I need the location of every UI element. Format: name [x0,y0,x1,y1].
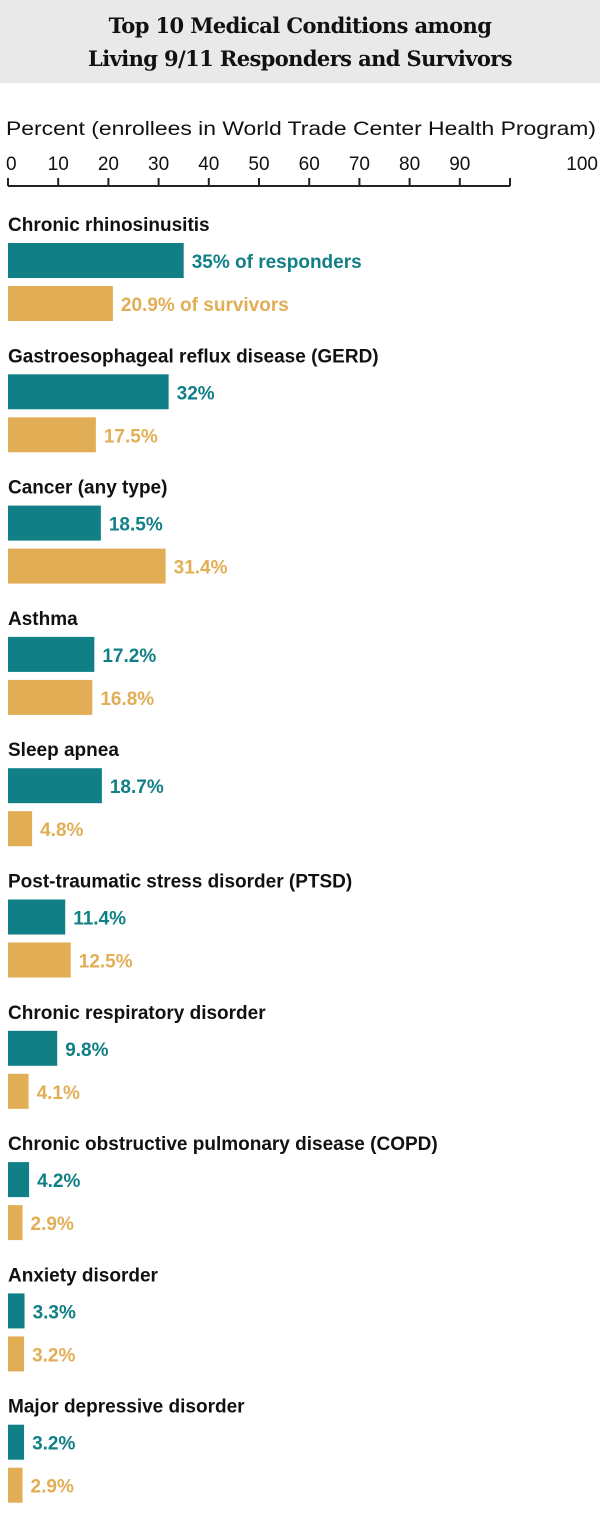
value-label-survivors: 3.2% [32,1345,75,1366]
bar-survivors [8,1205,23,1241]
bar-survivors [8,679,93,715]
bar-survivors [8,1467,23,1503]
value-label-survivors: 31.4% [174,558,228,579]
category-label: Chronic respiratory disorder [8,1003,266,1024]
category-label: Chronic obstructive pulmonary disease (C… [8,1134,438,1155]
value-label-responders: 18.5% [109,515,163,536]
bar-responders [8,1424,25,1460]
title-line-1: Top 10 Medical Conditions among [108,13,492,38]
value-label-responders: 3.3% [33,1302,76,1323]
value-label-survivors: 4.1% [37,1083,80,1104]
x-tick-label: 60 [299,154,320,175]
bar-responders [8,243,184,278]
bar-responders [8,1293,25,1329]
x-tick-label: 90 [449,154,470,175]
bar-responders [8,636,95,672]
value-label-responders: 35% of responders [192,252,362,273]
x-tick-label: 20 [98,154,119,175]
bar-responders [8,1030,58,1066]
category-label: Sleep apnea [8,740,119,761]
x-tick-label: 30 [148,154,169,175]
bar-survivors [8,942,71,978]
bar-survivors [8,286,113,321]
x-tick-label: 0 [6,154,17,175]
value-label-responders: 11.4% [73,909,126,930]
value-label-survivors: 4.8% [40,820,83,841]
category-label: Gastroesophageal reflux disease (GERD) [8,346,379,367]
x-tick-label: 50 [248,154,269,175]
bar-responders [8,768,102,804]
value-label-survivors: 2.9% [31,1477,74,1498]
x-tick-label: 70 [349,154,370,175]
category-label: Post-traumatic stress disorder (PTSD) [8,872,352,893]
value-label-survivors: 2.9% [31,1214,74,1235]
value-label-responders: 18.7% [110,777,164,798]
value-label-responders: 32% [177,383,215,404]
value-label-responders: 9.8% [65,1040,108,1061]
bar-responders [8,374,169,410]
category-label: Cancer (any type) [8,478,167,499]
bar-survivors [8,811,33,847]
chart-title: Top 10 Medical Conditions among Living 9… [0,0,600,83]
value-label-survivors: 16.8% [100,689,154,710]
bar-responders [8,505,101,541]
x-tick-label: 40 [198,154,219,175]
value-label-survivors: 12.5% [79,952,133,973]
bar-survivors [8,417,96,453]
value-label-responders: 4.2% [37,1171,80,1192]
title-line-2: Living 9/11 Responders and Survivors [88,46,512,71]
bar-responders [8,899,66,935]
category-label: Chronic rhinosinusitis [8,215,210,236]
category-label: Anxiety disorder [8,1265,159,1286]
category-label: Major depressive disorder [8,1397,245,1418]
category-label: Asthma [8,609,78,630]
bar-survivors [8,1073,29,1109]
x-tick-label: 80 [399,154,420,175]
x-tick-label: 100 [566,154,598,175]
value-label-survivors: 20.9% of survivors [121,295,289,316]
value-label-survivors: 17.5% [104,426,158,447]
value-label-responders: 3.2% [32,1434,75,1455]
bar-survivors [8,1336,25,1372]
x-tick-label: 10 [48,154,69,175]
x-axis-label: Percent (enrollees in World Trade Center… [6,119,596,140]
value-label-responders: 17.2% [102,646,156,667]
bar-responders [8,1162,30,1198]
bar-survivors [8,548,166,584]
